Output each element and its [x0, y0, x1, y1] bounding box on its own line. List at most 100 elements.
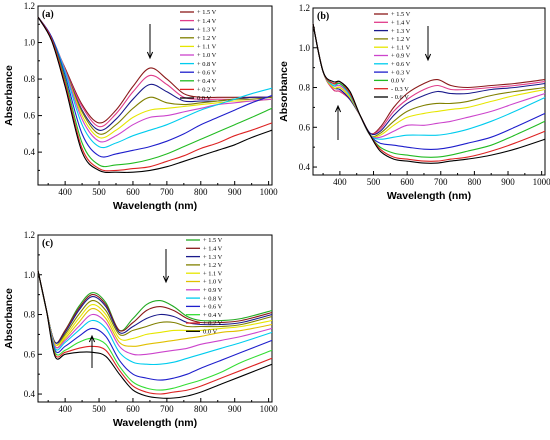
legend-label: 0.0 V: [203, 329, 217, 336]
legend-label: + 1.1 V: [203, 270, 223, 277]
series-line: [312, 23, 546, 135]
series-line: [37, 270, 273, 349]
series-line: [37, 16, 273, 158]
x-tick-label: 700: [434, 177, 448, 187]
arrow-up-icon: [88, 334, 96, 368]
legend-label: + 0.3 V: [391, 69, 411, 76]
series-line: [37, 270, 273, 347]
y-axis-label: Absorbance: [278, 61, 290, 122]
legend-label: 0.0 V: [391, 78, 405, 85]
legend-label: + 1.3 V: [203, 254, 223, 261]
x-tick-label: 400: [58, 404, 72, 414]
y-tick-label: 1.0: [299, 43, 311, 53]
legend-label: + 1.1 V: [197, 44, 217, 51]
legend-label: + 0.4 V: [203, 312, 223, 319]
panel-a: 400 500 600 700 800 900 1000 0.4 0.6 0.8 1.0 1.2 Wav…: [3, 1, 278, 212]
series-line: [312, 23, 546, 138]
legend-label: + 1.4 V: [197, 18, 217, 25]
legend-label: + 1.5 V: [391, 11, 411, 18]
y-tick-label: 0.6: [24, 111, 36, 121]
legend-label: + 0.2 V: [197, 87, 217, 94]
y-tick-label: 1.2: [299, 3, 310, 13]
legend-label: + 0.2 V: [203, 320, 223, 327]
y-tick-label: 0.6: [24, 349, 36, 359]
y-tick-label: 1.2: [24, 1, 35, 11]
series-line: [37, 270, 273, 391]
x-tick-label: 1000: [260, 187, 279, 197]
arrow-up-icon: [334, 104, 342, 140]
x-tick-label: 500: [367, 177, 381, 187]
legend-label: + 1.5 V: [203, 237, 223, 244]
series-line: [37, 270, 273, 344]
legend-label: - 0.6 V: [391, 94, 409, 101]
legend-label: + 1.0 V: [203, 279, 223, 286]
panel-label: (a): [42, 9, 54, 20]
x-tick-label: 400: [333, 177, 347, 187]
x-tick-label: 400: [58, 187, 72, 197]
x-tick-label: 600: [400, 177, 414, 187]
series-line: [312, 23, 546, 150]
series-line: [312, 23, 546, 164]
x-axis-label: Wavelength (nm): [387, 190, 471, 202]
legend-label: + 1.3 V: [197, 26, 217, 33]
panel-label: (b): [317, 11, 329, 22]
y-tick-label: 0.8: [24, 74, 36, 84]
series-line: [37, 270, 273, 356]
plot-frame: [312, 7, 546, 176]
y-tick-label: 0.4: [24, 389, 36, 399]
x-tick-label: 800: [194, 187, 208, 197]
series-line: [312, 23, 546, 138]
x-tick-label: 500: [92, 404, 106, 414]
series-line: [37, 16, 273, 131]
legend-label: + 0.8 V: [203, 295, 223, 302]
x-tick-label: 500: [92, 187, 106, 197]
series-line: [37, 16, 272, 124]
legend-label: + 0.6 V: [391, 61, 411, 68]
series-line: [37, 270, 273, 399]
x-axis-label: Wavelength (nm): [113, 200, 197, 212]
y-tick-label: 0.8: [24, 310, 36, 320]
legend-label: + 1.4 V: [391, 20, 411, 27]
arrow-down-icon: [162, 249, 170, 284]
panel-b: 400 500 600 700 800 900 1000 0.4 0.6 0.8 1.0 1.2 Wav…: [278, 3, 550, 202]
y-tick-label: 1.0: [24, 38, 36, 48]
legend-label: + 1.4 V: [203, 246, 223, 253]
plot-frame: [37, 234, 273, 403]
x-tick-label: 900: [501, 177, 515, 187]
legend-label: + 1.3 V: [391, 28, 411, 35]
x-tick-label: 700: [160, 404, 174, 414]
x-tick-label: 600: [126, 404, 140, 414]
x-tick-label: 700: [160, 187, 174, 197]
series-line: [37, 16, 273, 172]
legend-label: + 1.1 V: [391, 44, 411, 51]
y-tick-label: 1.0: [24, 270, 36, 280]
x-tick-label: 1000: [533, 177, 550, 187]
x-tick-label: 800: [468, 177, 482, 187]
series-line: [37, 16, 273, 143]
legend-label: + 0.8 V: [197, 61, 217, 68]
x-tick-label: 800: [194, 404, 208, 414]
y-tick-label: 0.8: [299, 83, 311, 93]
y-tick-label: 0.6: [299, 122, 311, 132]
legend-label: - 0.3 V: [391, 86, 409, 93]
series-line: [37, 270, 273, 344]
legend-label: + 1.0 V: [197, 52, 217, 59]
series-line: [312, 23, 546, 136]
series-line: [37, 16, 273, 173]
y-tick-label: 1.2: [24, 230, 35, 240]
x-tick-label: 900: [228, 187, 242, 197]
x-tick-label: 600: [126, 187, 140, 197]
series-line: [37, 16, 273, 168]
panel-c: 400 500 600 700 800 900 1000 0.4 0.6 0.8 1.0 1.2 Wav…: [3, 230, 278, 429]
series-line: [37, 270, 273, 346]
series-line: [37, 270, 273, 366]
series-line: [312, 23, 546, 139]
series-line: [37, 16, 273, 149]
legend-label: + 1.2 V: [203, 262, 223, 269]
legend-label: + 0.9 V: [203, 287, 223, 294]
legend-label: 0.0 V: [197, 95, 211, 102]
legend-label: + 0.4 V: [197, 78, 217, 85]
x-tick-label: 900: [228, 404, 242, 414]
x-tick-label: 1000: [260, 404, 279, 414]
panel-label: (c): [42, 238, 53, 249]
